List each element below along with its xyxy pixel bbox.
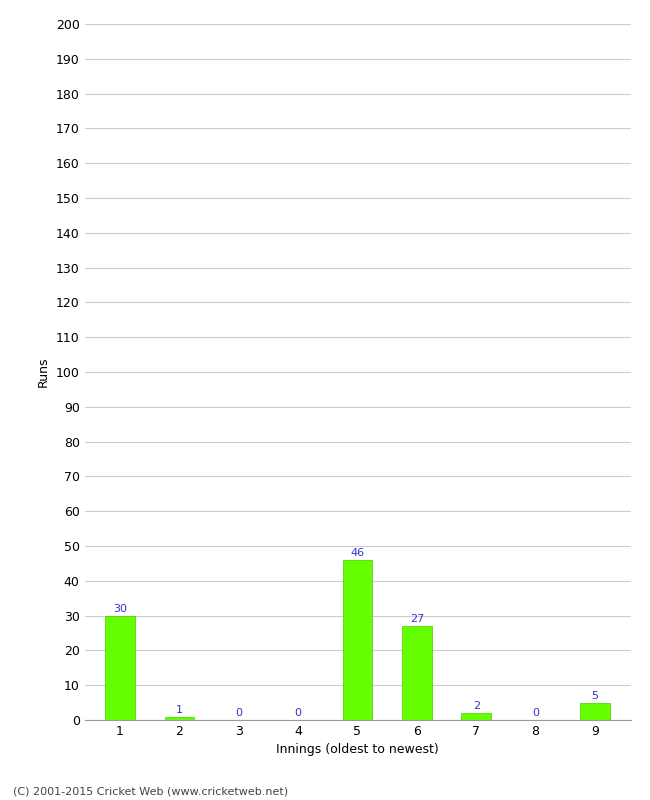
Bar [402,626,432,720]
Y-axis label: Runs: Runs [37,357,50,387]
Bar [462,713,491,720]
Text: 0: 0 [532,708,539,718]
X-axis label: Innings (oldest to newest): Innings (oldest to newest) [276,743,439,757]
Text: 30: 30 [113,604,127,614]
Bar [164,717,194,720]
Text: 0: 0 [235,708,242,718]
Text: 2: 2 [473,702,480,711]
Bar [343,560,372,720]
Text: 0: 0 [294,708,302,718]
Text: (C) 2001-2015 Cricket Web (www.cricketweb.net): (C) 2001-2015 Cricket Web (www.cricketwe… [13,786,288,796]
Text: 1: 1 [176,705,183,714]
Text: 27: 27 [410,614,424,624]
Text: 46: 46 [350,548,365,558]
Bar [105,616,135,720]
Bar [580,702,610,720]
Text: 5: 5 [592,691,599,701]
